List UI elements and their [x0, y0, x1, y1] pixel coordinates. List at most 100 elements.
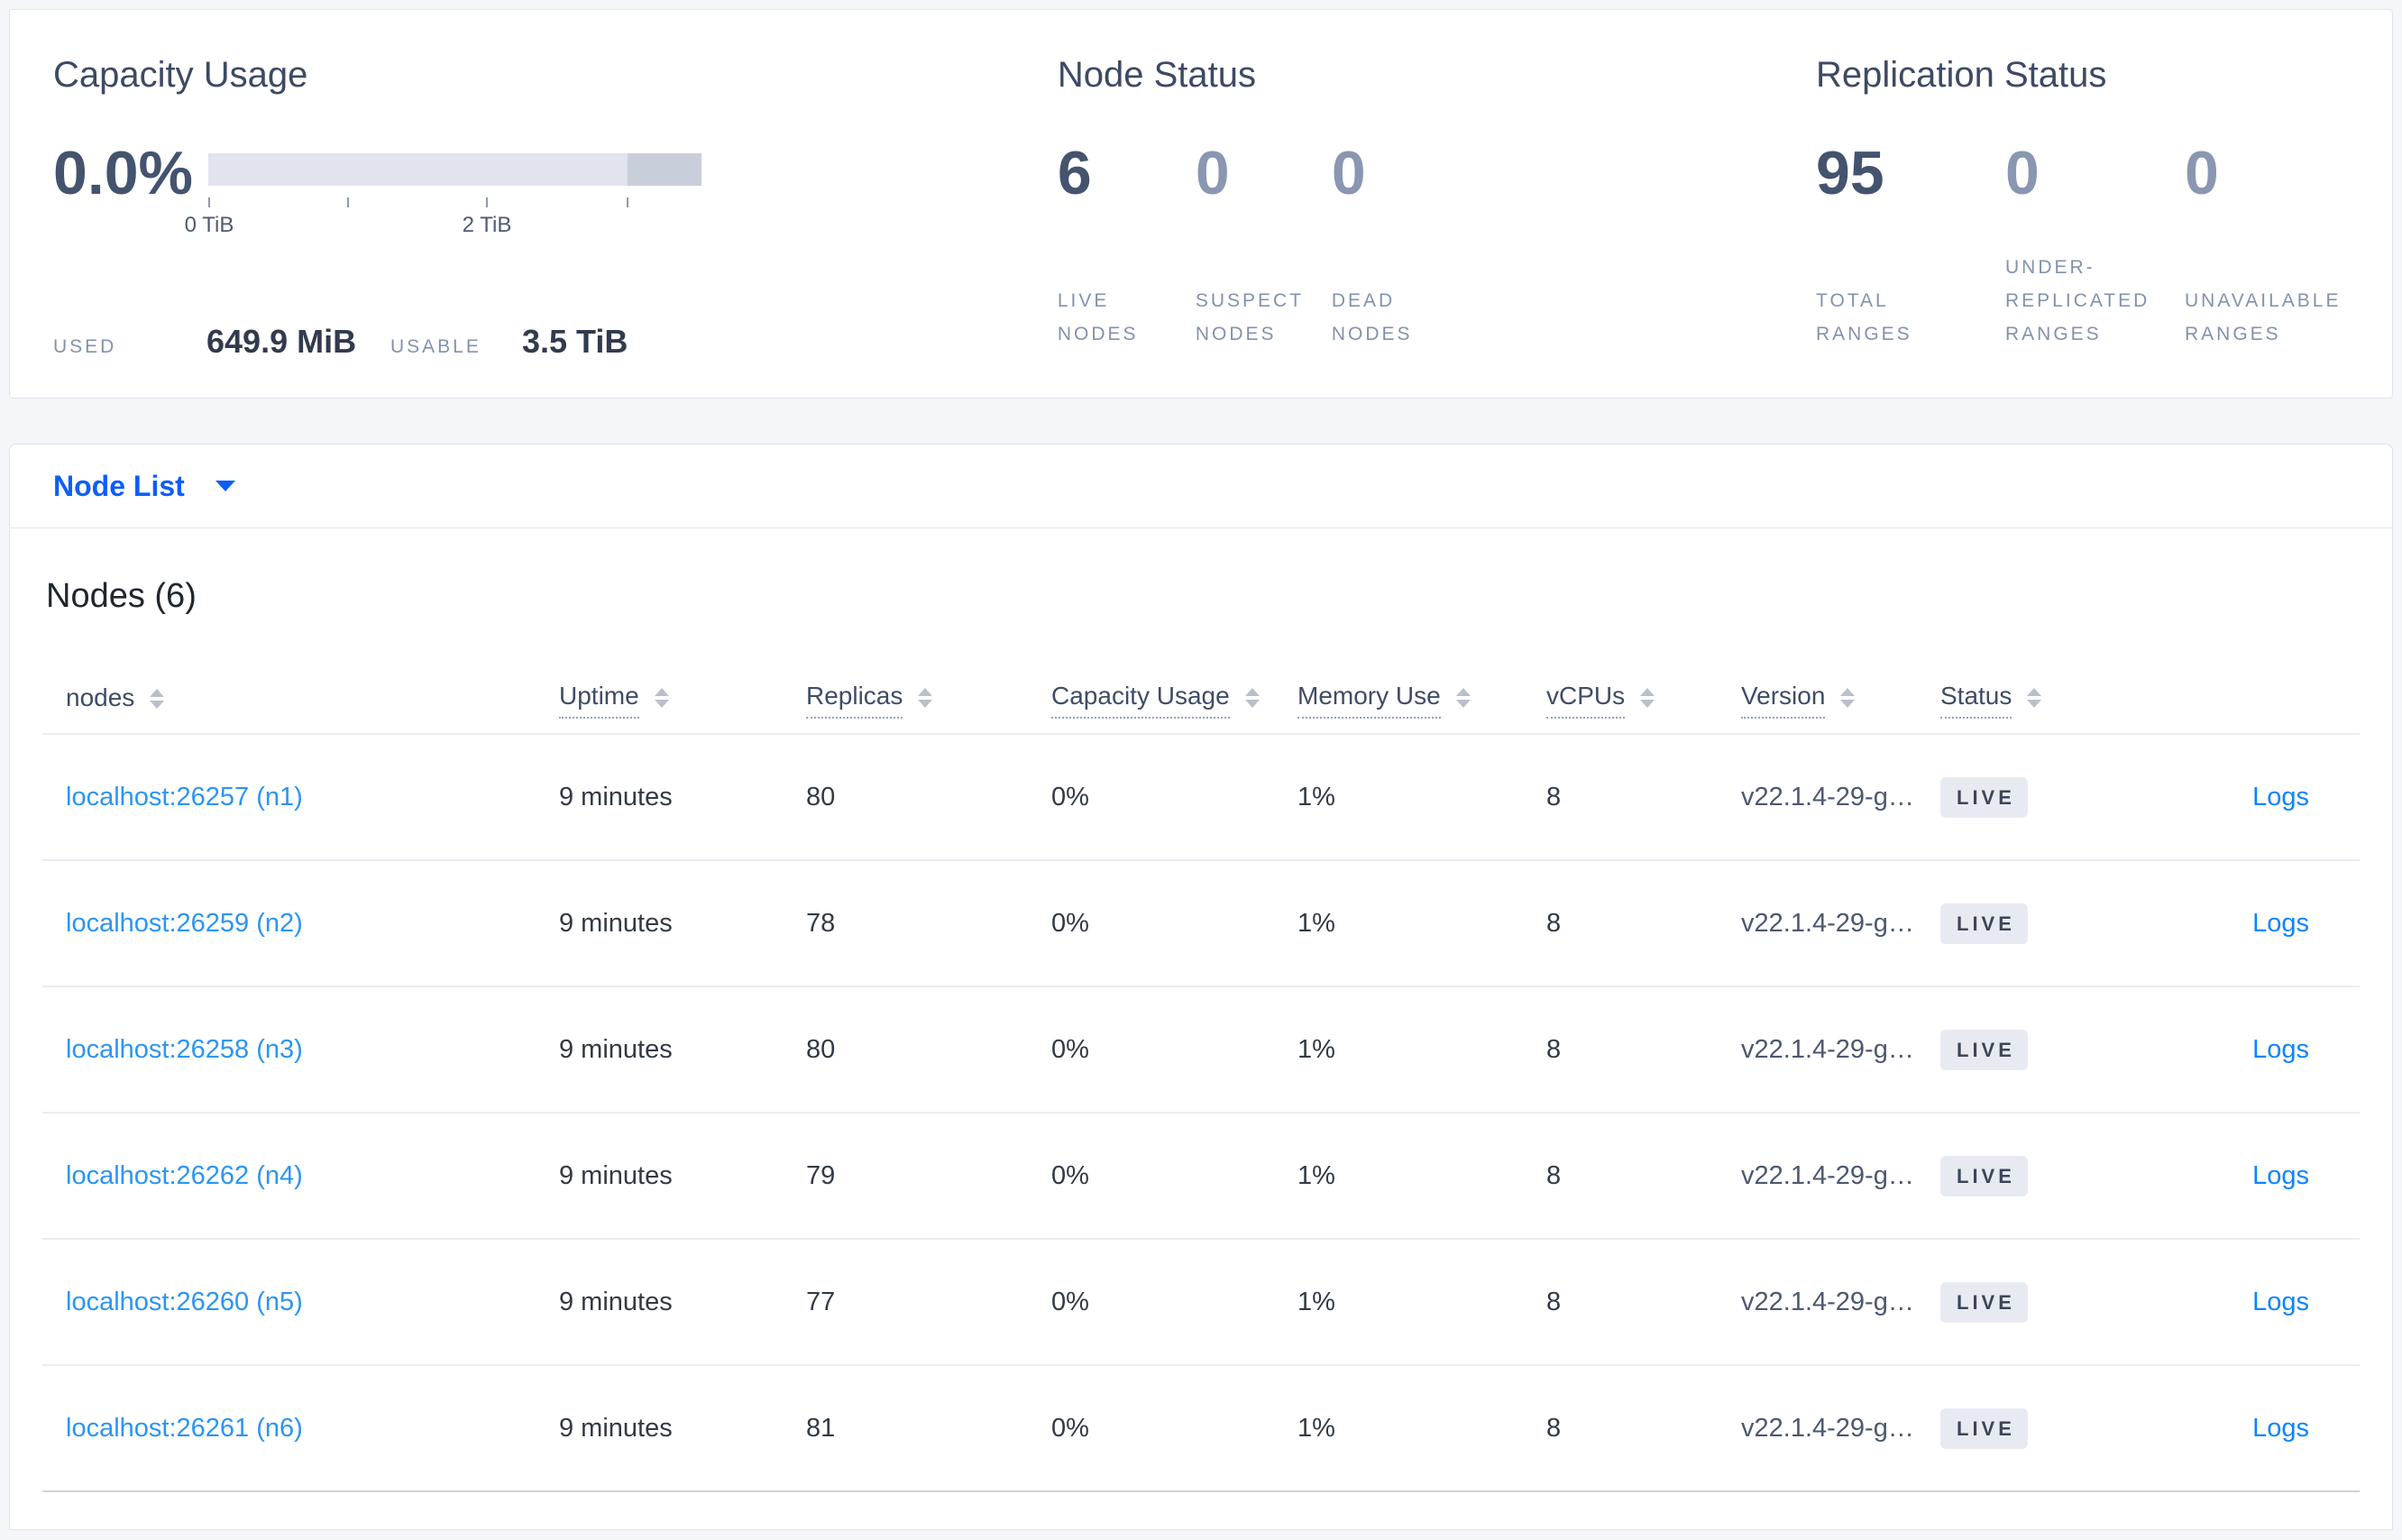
sort-icon[interactable] — [1244, 687, 1260, 708]
capacity-bar-chart: 0 TiB 2 TiB — [185, 153, 701, 243]
replicas-cell: 80 — [806, 1034, 836, 1064]
axis-tick — [347, 197, 349, 207]
replication-status-title: Replication Status — [1816, 55, 2107, 95]
logs-link[interactable]: Logs — [2252, 908, 2309, 938]
live-nodes-label: LIVE NODES — [1057, 290, 1139, 344]
status-badge: LIVE — [1940, 903, 2028, 944]
node-link[interactable]: localhost:26258 (n3) — [66, 1034, 303, 1064]
node-link[interactable]: localhost:26257 (n1) — [66, 782, 303, 811]
logs-link[interactable]: Logs — [2252, 782, 2309, 811]
capacity-usage-title: Capacity Usage — [53, 55, 308, 95]
column-header-status[interactable]: Status — [1940, 682, 2139, 733]
table-row: localhost:26257 (n1) 9 minutes 80 0% 1% … — [42, 735, 2360, 861]
table-row: localhost:26261 (n6) 9 minutes 81 0% 1% … — [42, 1366, 2360, 1492]
node-link[interactable]: localhost:26259 (n2) — [66, 908, 303, 938]
uptime-cell: 9 minutes — [559, 908, 673, 938]
live-nodes-metric: 6 LIVE NODES — [1058, 140, 1196, 351]
sort-icon[interactable] — [654, 687, 669, 708]
sort-icon[interactable] — [1640, 687, 1655, 708]
capacity-gauge: 0.0% 0 TiB 2 TiB — [53, 140, 1058, 243]
replicas-cell: 80 — [806, 782, 836, 811]
dead-nodes-label: DEAD NODES — [1331, 290, 1413, 344]
capacity-cell: 0% — [1051, 1034, 1089, 1064]
logs-link[interactable]: Logs — [2252, 1413, 2309, 1443]
chevron-down-icon — [215, 481, 235, 491]
version-cell: v22.1.4-29-g… — [1741, 1413, 1914, 1443]
memory-cell: 1% — [1297, 782, 1335, 811]
nodes-panel: Nodes (6) nodes Uptime Replicas Capacity… — [9, 528, 2393, 1530]
suspect-nodes-metric: 0 SUSPECT NODES — [1196, 140, 1332, 351]
sort-icon[interactable] — [1840, 687, 1856, 708]
status-badge: LIVE — [1940, 1407, 2028, 1449]
sort-icon[interactable] — [1455, 687, 1471, 708]
axis-tick-label: 2 TiB — [462, 213, 512, 237]
replication-metrics: 95 TOTAL RANGES 0 UNDER-REPLICATED RANGE… — [1816, 140, 2392, 351]
table-row: localhost:26262 (n4) 9 minutes 79 0% 1% … — [42, 1114, 2360, 1240]
replicas-cell: 79 — [806, 1160, 836, 1190]
uptime-cell: 9 minutes — [559, 1413, 673, 1443]
unavailable-ranges-value: 0 — [2185, 139, 2219, 207]
nodes-table-header-row: nodes Uptime Replicas Capacity Usage Mem… — [42, 615, 2360, 735]
capacity-bar-reserved-segment — [628, 153, 701, 186]
column-header-logs — [2139, 719, 2360, 733]
capacity-percent-value: 0.0% — [53, 139, 193, 207]
used-value: 649.9 MiB — [206, 323, 357, 360]
node-link[interactable]: localhost:26261 (n6) — [66, 1413, 303, 1443]
live-nodes-value: 6 — [1057, 139, 1092, 207]
memory-cell: 1% — [1297, 1413, 1335, 1443]
vcpus-cell: 8 — [1546, 1034, 1562, 1064]
column-header-vcpus[interactable]: vCPUs — [1546, 682, 1741, 733]
version-cell: v22.1.4-29-g… — [1741, 1287, 1914, 1316]
column-header-nodes[interactable]: nodes — [42, 683, 559, 733]
view-selector-dropdown[interactable]: Node List — [9, 444, 2393, 528]
capacity-cell: 0% — [1051, 908, 1089, 938]
node-status-metrics: 6 LIVE NODES 0 SUSPECT NODES 0 DEAD NODE… — [1058, 140, 1816, 351]
under-replicated-ranges-metric: 0 UNDER-REPLICATED RANGES — [2005, 140, 2185, 351]
total-ranges-value: 95 — [1816, 139, 1884, 207]
column-header-replicas[interactable]: Replicas — [806, 682, 1051, 733]
total-ranges-metric: 95 TOTAL RANGES — [1816, 140, 2005, 351]
vcpus-cell: 8 — [1546, 782, 1562, 811]
node-status-title: Node Status — [1057, 55, 1256, 95]
version-cell: v22.1.4-29-g… — [1741, 782, 1914, 811]
suspect-nodes-value: 0 — [1195, 139, 1230, 207]
status-badge: LIVE — [1940, 1029, 2028, 1070]
capacity-bar-track — [208, 153, 701, 186]
usable-label: USABLE — [390, 336, 481, 357]
column-header-uptime[interactable]: Uptime — [559, 682, 806, 733]
total-ranges-label: TOTAL RANGES — [1816, 290, 1912, 344]
vcpus-cell: 8 — [1546, 1160, 1562, 1190]
nodes-table: nodes Uptime Replicas Capacity Usage Mem… — [42, 615, 2360, 1492]
logs-link[interactable]: Logs — [2252, 1160, 2309, 1190]
replicas-cell: 77 — [806, 1287, 836, 1316]
axis-tick — [486, 197, 488, 207]
logs-link[interactable]: Logs — [2252, 1287, 2309, 1316]
memory-cell: 1% — [1297, 1287, 1335, 1316]
column-header-memory-use[interactable]: Memory Use — [1297, 682, 1546, 733]
replicas-cell: 78 — [806, 908, 836, 938]
capacity-used-usable-row: USED 649.9 MiB USABLE 3.5 TiB — [53, 323, 1058, 361]
uptime-cell: 9 minutes — [559, 782, 673, 811]
column-header-version[interactable]: Version — [1741, 682, 1940, 733]
column-header-capacity-usage[interactable]: Capacity Usage — [1051, 682, 1297, 733]
under-replicated-ranges-label: UNDER-REPLICATED RANGES — [2005, 257, 2150, 344]
view-selector-label[interactable]: Node List — [53, 469, 185, 502]
axis-tick — [627, 197, 628, 207]
memory-cell: 1% — [1297, 1160, 1335, 1190]
logs-link[interactable]: Logs — [2252, 1034, 2309, 1064]
sort-icon[interactable] — [918, 687, 933, 708]
capacity-cell: 0% — [1051, 1413, 1089, 1443]
cluster-summary-card: Capacity Usage 0.0% 0 TiB 2 TiB USED 649… — [9, 9, 2393, 399]
node-link[interactable]: localhost:26262 (n4) — [66, 1160, 303, 1190]
uptime-cell: 9 minutes — [559, 1034, 673, 1064]
usable-value: 3.5 TiB — [522, 323, 628, 360]
nodes-heading: Nodes (6) — [46, 577, 197, 615]
version-cell: v22.1.4-29-g… — [1741, 908, 1914, 938]
uptime-cell: 9 minutes — [559, 1287, 673, 1316]
node-link[interactable]: localhost:26260 (n5) — [66, 1287, 303, 1316]
status-badge: LIVE — [1940, 776, 2028, 818]
sort-icon[interactable] — [150, 688, 165, 709]
sort-icon[interactable] — [2027, 687, 2042, 708]
vcpus-cell: 8 — [1546, 1287, 1562, 1316]
under-replicated-ranges-value: 0 — [2005, 139, 2040, 207]
